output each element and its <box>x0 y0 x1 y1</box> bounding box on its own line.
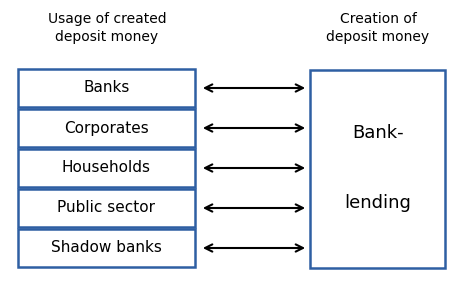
Text: Bank-

lending: Bank- lending <box>345 124 411 212</box>
Bar <box>18 69 195 107</box>
Bar <box>310 70 445 268</box>
Bar <box>18 149 195 187</box>
Text: Public sector: Public sector <box>57 201 155 215</box>
Bar <box>18 109 195 147</box>
Text: Households: Households <box>62 161 151 175</box>
Bar <box>18 189 195 227</box>
Text: Shadow banks: Shadow banks <box>51 241 162 256</box>
Bar <box>18 229 195 267</box>
Text: Corporates: Corporates <box>64 121 149 135</box>
Text: Banks: Banks <box>83 81 130 95</box>
Text: Creation of
deposit money: Creation of deposit money <box>327 12 429 44</box>
Text: Usage of created
deposit money: Usage of created deposit money <box>48 12 166 44</box>
